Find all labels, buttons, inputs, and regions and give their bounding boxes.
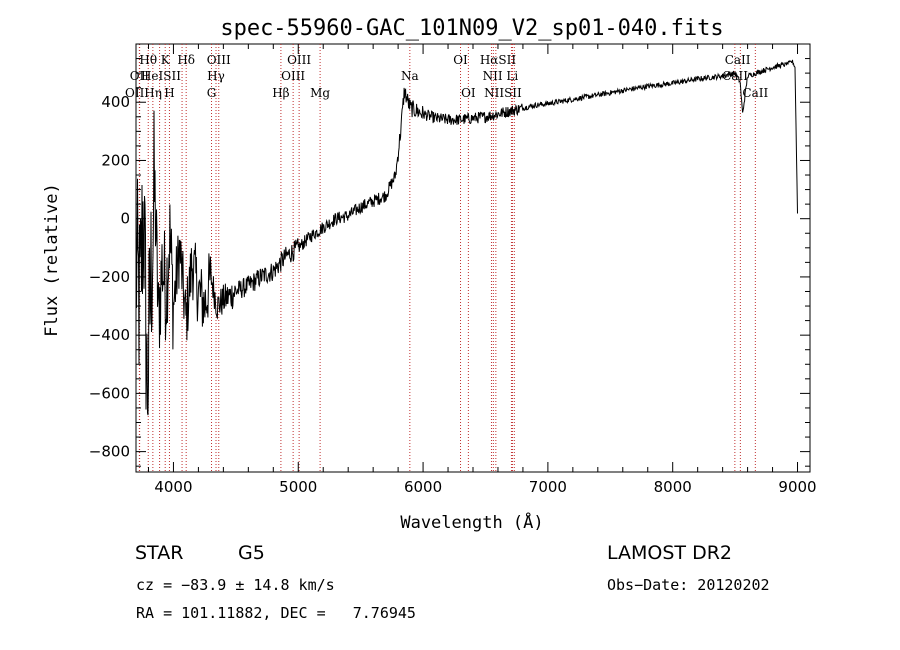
line-label-8: OII: [130, 69, 150, 83]
line-label-9: HeISII: [141, 69, 181, 83]
object-class: STAR: [135, 542, 184, 564]
line-label-12: Na: [401, 69, 419, 83]
line-label-13: NII Li: [483, 69, 519, 83]
line-label-17: G: [207, 86, 217, 100]
line-label-22: CaII: [742, 86, 768, 100]
line-label-19: Mg: [310, 86, 330, 100]
line-label-0: Hθ: [139, 53, 157, 67]
line-label-1: K: [161, 53, 171, 67]
x-tick-label-6000: 6000: [404, 478, 442, 496]
line-label-7: CaII: [725, 53, 751, 67]
x-axis-label: Wavelength (Å): [400, 511, 543, 533]
chart-title: spec-55960-GAC_101N09_V2_sp01-040.fits: [220, 16, 723, 41]
axis-ticks: 4000 5000 6000 7000 8000 9000−800−600−400−200…: [89, 43, 817, 496]
line-label-2: Hδ: [177, 53, 195, 67]
spectral-line-markers: [138, 44, 756, 472]
spectrum-line: [135, 59, 798, 416]
line-label-15: OIIHη: [125, 86, 162, 100]
y-axis-label: Flux (relative): [42, 183, 62, 337]
line-label-5: OI: [453, 53, 468, 67]
y-tick-label-200: 200: [101, 151, 130, 169]
line-label-20: OI: [461, 86, 476, 100]
x-tick-label-9000: 9000: [778, 478, 816, 496]
x-tick-label-7000: 7000: [529, 478, 567, 496]
line-label-10: Hγ: [207, 69, 225, 83]
x-tick-label-4000: 4000: [154, 478, 192, 496]
y-tick-label-400: 400: [101, 93, 130, 111]
survey-name: LAMOST DR2: [607, 542, 732, 564]
line-label-16: H: [164, 86, 174, 100]
line-label-3: OIII: [207, 53, 231, 67]
y-tick-label--200: −200: [89, 268, 130, 286]
coordinates-text: RA = 101.11882, DEC = 7.76945: [136, 604, 416, 622]
obs-date-text: Obs−Date: 20120202: [607, 576, 770, 594]
x-tick-label-8000: 8000: [654, 478, 692, 496]
line-label-11: OIII: [281, 69, 305, 83]
line-label-18: Hβ: [272, 86, 289, 100]
line-label-6: HαSII: [480, 53, 517, 67]
plot-frame: [135, 43, 811, 473]
line-label-4: OIII: [287, 53, 311, 67]
redshift-text: cz = −83.9 ± 14.8 km/s: [136, 576, 335, 594]
x-tick-label-5000: 5000: [279, 478, 317, 496]
line-label-21: NIISII: [484, 86, 522, 100]
y-tick-label--400: −400: [89, 326, 130, 344]
object-subclass: G5: [238, 542, 265, 564]
y-tick-label--800: −800: [89, 443, 130, 461]
y-tick-label--600: −600: [89, 384, 130, 402]
y-tick-label-0: 0: [120, 210, 130, 228]
